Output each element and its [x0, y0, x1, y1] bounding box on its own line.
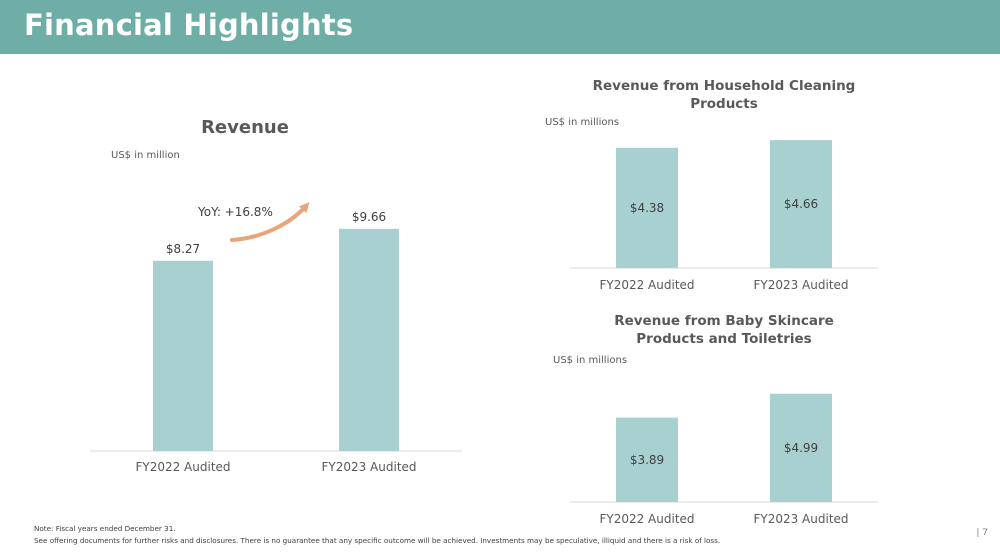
- household-value-label-1: $4.38: [630, 201, 664, 215]
- baby-category-label-1: FY2022 Audited: [599, 512, 694, 526]
- household-value-label-2: $4.66: [784, 197, 818, 211]
- revenue-bar-2: [339, 228, 399, 451]
- revenue-bar-1: [153, 260, 213, 451]
- baby-chart-title-2: Products and Toiletries: [636, 331, 811, 347]
- revenue-value-label-2: $9.66: [352, 210, 386, 224]
- footnote-disclaimer: See offering documents for further risks…: [34, 536, 721, 545]
- page-number: | 7: [976, 528, 988, 538]
- household-category-label-2: FY2023 Audited: [753, 278, 848, 292]
- household-chart-title-2: Products: [690, 96, 758, 112]
- page-title: Financial Highlights: [24, 8, 354, 42]
- revenue-chart-title: Revenue: [201, 117, 289, 138]
- baby-chart: Revenue from Baby Skincare Products and …: [553, 313, 878, 526]
- revenue-category-label-1: FY2022 Audited: [135, 460, 230, 474]
- household-chart-unit: US$ in millions: [545, 117, 619, 128]
- household-chart-title: Revenue from Household Cleaning: [593, 78, 856, 94]
- growth-arrow-icon: [230, 202, 310, 242]
- baby-value-label-1: $3.89: [630, 453, 664, 467]
- baby-bar-1: [616, 417, 678, 502]
- baby-bar-2: [770, 393, 832, 502]
- revenue-category-label-2: FY2023 Audited: [321, 460, 416, 474]
- header-banner: Financial Highlights: [0, 0, 1000, 54]
- household-bar-1: [616, 147, 678, 268]
- revenue-value-label-1: $8.27: [166, 242, 200, 256]
- baby-chart-title: Revenue from Baby Skincare: [614, 313, 834, 329]
- revenue-chart: Revenue US$ in million YoY: +16.8% $8.27…: [90, 117, 462, 474]
- footnote-note: Note: Fiscal years ended December 31.: [34, 524, 176, 533]
- yoy-annotation: YoY: +16.8%: [197, 205, 273, 219]
- revenue-chart-unit: US$ in million: [111, 150, 180, 161]
- baby-category-label-2: FY2023 Audited: [753, 512, 848, 526]
- household-chart: Revenue from Household Cleaning Products…: [545, 78, 878, 292]
- household-category-label-1: FY2022 Audited: [599, 278, 694, 292]
- baby-value-label-2: $4.99: [784, 441, 818, 455]
- baby-chart-unit: US$ in millions: [553, 355, 627, 366]
- household-bar-2: [770, 140, 832, 268]
